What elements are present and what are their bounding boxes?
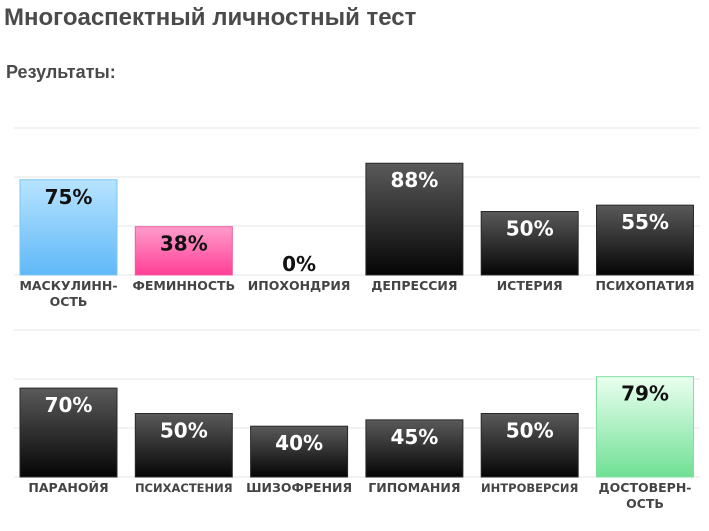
bar-value-label: 55% xyxy=(621,210,669,234)
bar xyxy=(596,204,694,276)
category-label: МАСКУЛИНН-ОСТЬ xyxy=(19,278,117,309)
category-label: ДОСТОВЕРН-ОСТЬ xyxy=(599,480,692,511)
bar xyxy=(365,419,464,478)
bar-value-label: 50% xyxy=(506,217,554,241)
category-label: ШИЗОФРЕНИЯ xyxy=(246,480,352,495)
category-label: ФЕМИННОСТЬ xyxy=(132,278,235,293)
bar xyxy=(134,226,233,276)
bar-chart-2: 70% ПАРАНОЙЯ 50% ПСИХАСТЕНИЯ 40% ШИЗОФРЕНИЯ 45… xyxy=(14,329,700,511)
bar-value-label: 0% xyxy=(282,252,316,276)
bar-value-label: 70% xyxy=(45,393,93,417)
bar-value-label: 45% xyxy=(390,425,438,449)
bar-value-label: 75% xyxy=(45,185,93,209)
bar xyxy=(250,425,349,478)
category-label: ИСТЕРИЯ xyxy=(497,278,563,293)
bar-value-label: 40% xyxy=(275,431,323,455)
bar-value-label: 50% xyxy=(506,419,554,443)
bar xyxy=(365,162,464,276)
bar xyxy=(480,211,579,276)
category-label: ПАРАНОЙЯ xyxy=(28,480,108,495)
bar-value-label: 88% xyxy=(390,168,438,192)
bar-chart-1: 75% МАСКУЛИНН-ОСТЬ 38% ФЕМИННОСТЬ 0% ИПОХОНДР… xyxy=(14,127,700,309)
category-label: ИПОХОНДРИЯ xyxy=(248,278,351,293)
category-label: ПСИХОПАТИЯ xyxy=(595,278,694,293)
bar xyxy=(19,179,118,276)
category-label: ГИПОМАНИЯ xyxy=(368,480,460,495)
bar-value-label: 79% xyxy=(621,382,669,406)
bar-value-label: 50% xyxy=(160,419,208,443)
results-heading: Результаты: xyxy=(6,62,116,82)
category-label: ИНТРОВЕРСИЯ xyxy=(481,481,578,495)
page-title: Многоаспектный личностный тест xyxy=(4,4,417,31)
category-label: ПСИХАСТЕНИЯ xyxy=(135,481,233,495)
bar-value-label: 38% xyxy=(160,232,208,256)
bar xyxy=(480,413,579,478)
bar xyxy=(19,387,118,478)
category-label: ДЕПРЕССИЯ xyxy=(371,278,457,293)
bar xyxy=(596,376,694,478)
bar xyxy=(134,413,233,478)
